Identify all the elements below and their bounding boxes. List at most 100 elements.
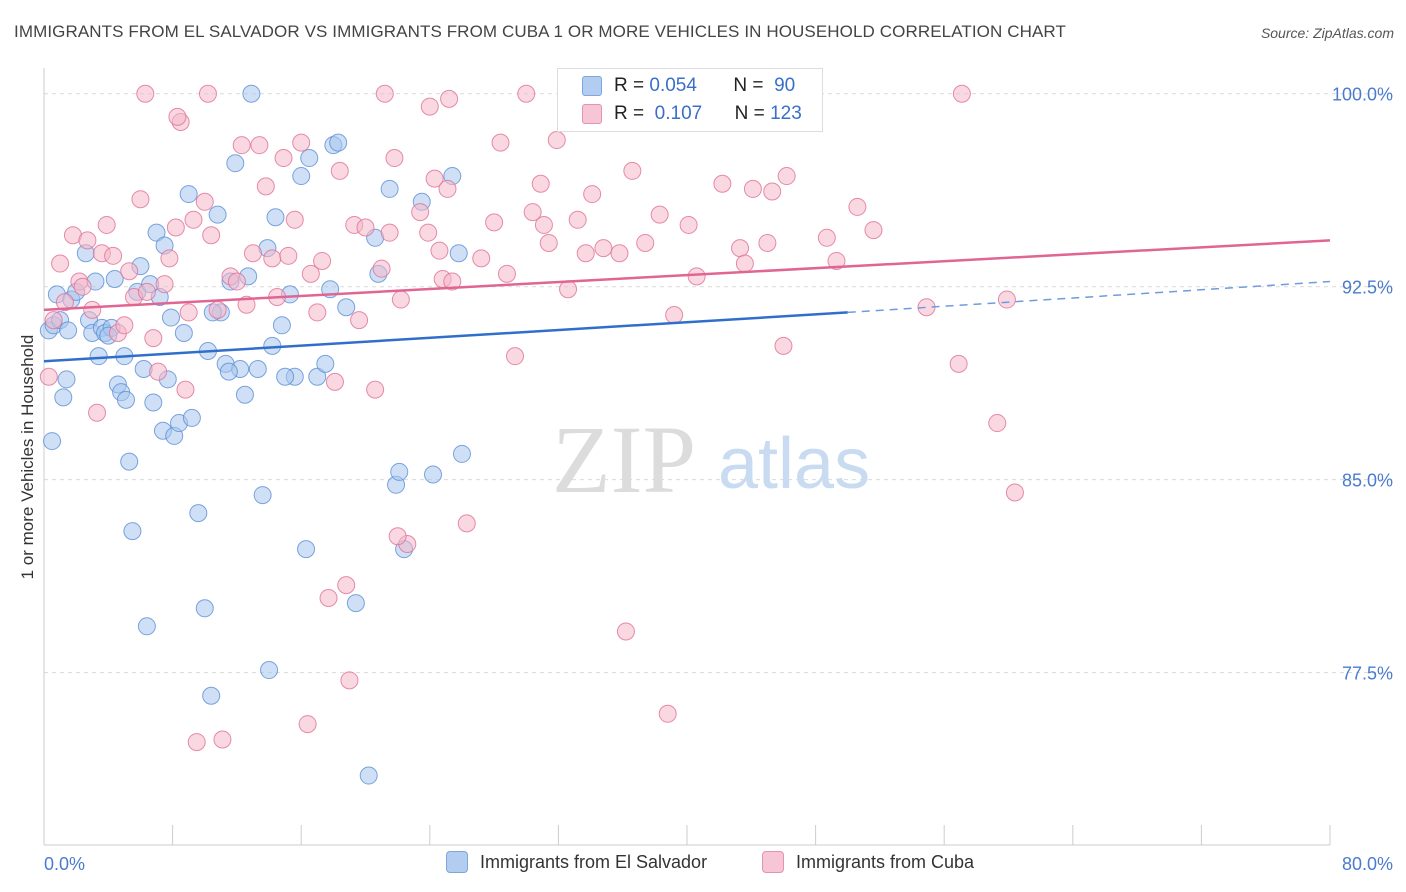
point-cuba [497,264,516,283]
x-tick-label: 80.0% [1342,854,1393,874]
point-cuba [531,174,550,193]
point-cuba [78,231,97,250]
point-el-salvador [292,167,311,186]
point-cuba [213,730,232,749]
point-cuba [523,203,542,222]
point-cuba [380,223,399,242]
point-cuba [366,380,385,399]
legend-n-value-cuba: 123 [770,103,802,124]
point-el-salvador [182,408,201,427]
point-cuba [848,197,867,216]
legend-swatch-cuba [582,104,602,124]
watermark-atlas: atlas [718,424,870,504]
point-el-salvador [147,223,166,242]
point-cuba [250,136,269,155]
point-el-salvador [174,324,193,343]
point-cuba [55,293,74,312]
point-el-salvador [266,208,285,227]
point-el-salvador [189,504,208,523]
point-el-salvador [116,390,135,409]
point-cuba [263,249,282,268]
y-tick-label: 85.0% [1342,471,1393,491]
point-cuba [83,300,102,319]
point-el-salvador [144,393,163,412]
point-cuba [438,179,457,198]
y-tick-label: 77.5% [1342,664,1393,684]
point-el-salvador [300,149,319,168]
series-legend-el-salvador: Immigrants from El Salvador [446,851,707,873]
legend-row-el-salvador: R = 0.054 N = 90 [582,73,795,99]
point-cuba [1005,483,1024,502]
point-el-salvador [452,444,471,463]
point-cuba [160,249,179,268]
point-el-salvador [43,432,62,451]
point-cuba [313,251,332,270]
point-cuba [391,290,410,309]
point-cuba [356,218,375,237]
point-cuba [388,527,407,546]
point-el-salvador [248,360,267,379]
point-el-salvador [390,462,409,481]
point-el-salvador [179,185,198,204]
legend-row-cuba: R = 0.107 N = 123 [582,101,802,127]
point-el-salvador [242,84,261,103]
point-cuba [120,262,139,281]
point-el-salvador [380,179,399,198]
point-cuba [39,367,58,386]
point-cuba [583,185,602,204]
point-cuba [491,133,510,152]
point-cuba [763,182,782,201]
points-layer [39,84,1024,785]
point-cuba [298,715,317,734]
point-el-salvador [260,661,279,680]
watermark: ZIP atlas [552,406,870,513]
point-cuba [457,514,476,533]
correlation-legend: R = 0.054 N = 90 R = 0.107 N = 123 [557,68,823,132]
point-el-salvador [424,465,443,484]
point-cuba [610,244,629,263]
point-cuba [198,84,217,103]
point-el-salvador [346,594,365,613]
point-cuba [411,203,430,222]
point-el-salvador [89,347,108,366]
point-cuba [559,280,578,299]
y-tick-label: 92.5% [1342,278,1393,298]
point-cuba [176,380,195,399]
point-el-salvador [226,154,245,173]
point-cuba [115,316,134,335]
point-cuba [547,131,566,150]
point-cuba [713,174,732,193]
point-cuba [243,244,262,263]
point-cuba [73,277,92,296]
point-cuba [136,84,155,103]
point-cuba [687,267,706,286]
point-cuba [279,246,298,265]
legend-n-label: N = [733,75,764,96]
point-el-salvador [272,316,291,335]
point-el-salvador [195,599,214,618]
point-el-salvador [59,321,78,340]
point-cuba [97,215,116,234]
x-tick-label: 0.0% [44,854,85,874]
point-cuba [568,210,587,229]
point-cuba [658,704,677,723]
point-cuba [184,210,203,229]
point-el-salvador [105,269,124,288]
point-el-salvador [329,133,348,152]
point-cuba [131,190,150,209]
point-cuba [420,97,439,116]
point-cuba [430,241,449,260]
point-cuba [88,403,107,422]
point-cuba [864,221,883,240]
point-cuba [232,136,251,155]
point-cuba [168,107,187,126]
point-cuba [319,589,338,608]
point-cuba [827,251,846,270]
point-cuba [735,254,754,273]
point-cuba [195,192,214,211]
point-cuba [227,272,246,291]
point-el-salvador [123,522,142,541]
point-cuba [372,259,391,278]
trendline-el-salvador [43,311,848,363]
